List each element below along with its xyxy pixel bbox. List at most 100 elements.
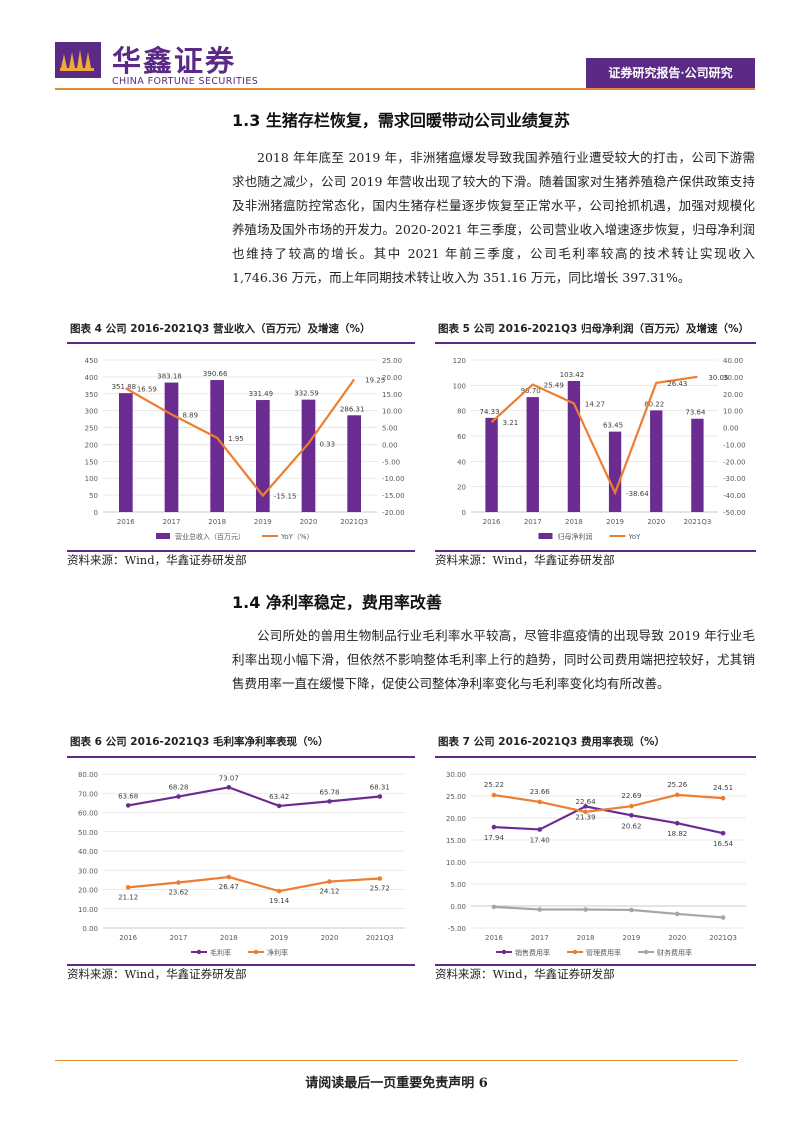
series-line bbox=[128, 875, 380, 893]
line-data-label: 68.31 bbox=[370, 784, 390, 792]
line-data-label: 17.94 bbox=[484, 834, 505, 842]
x-tick-label: 2020 bbox=[668, 934, 686, 942]
x-tick-label: 2019 bbox=[254, 518, 272, 526]
bar-data-label: 74.33 bbox=[480, 408, 500, 416]
series-line bbox=[125, 378, 356, 498]
bar bbox=[301, 399, 316, 512]
legend-label: 净利率 bbox=[267, 948, 288, 957]
y-tick-label: 40 bbox=[457, 458, 466, 466]
y2-tick-label: 20.00 bbox=[723, 391, 743, 399]
y-tick-label: 60.00 bbox=[78, 810, 98, 818]
line-data-label: 73.07 bbox=[219, 774, 239, 782]
y2-tick-label: -15.00 bbox=[382, 492, 405, 500]
y-tick-label: 10.00 bbox=[446, 859, 466, 867]
footer-divider bbox=[55, 1060, 738, 1061]
y-tick-label: 15.00 bbox=[446, 837, 466, 845]
x-tick-label: 2016 bbox=[119, 934, 137, 942]
x-tick-label: 2019 bbox=[270, 934, 288, 942]
y-tick-label: 50.00 bbox=[78, 829, 98, 837]
legend-label: 销售费用率 bbox=[515, 948, 550, 957]
legend-marker bbox=[253, 949, 259, 955]
line-data-label: 22.69 bbox=[621, 792, 641, 800]
y-tick-label: 5.00 bbox=[450, 881, 466, 889]
line-data-label: 3.21 bbox=[503, 419, 519, 427]
x-tick-label: 2018 bbox=[577, 934, 595, 942]
line-data-label: 25.49 bbox=[544, 382, 564, 390]
data-point bbox=[327, 799, 332, 804]
figure-7-rule bbox=[435, 756, 756, 758]
data-point bbox=[674, 820, 680, 826]
y-tick-label: 10.00 bbox=[78, 906, 98, 914]
y2-tick-label: -10.00 bbox=[723, 441, 746, 449]
data-point bbox=[583, 804, 588, 809]
line-data-label: 63.42 bbox=[269, 793, 289, 801]
legend-label: 毛利率 bbox=[210, 948, 231, 957]
line-data-label: 68.28 bbox=[168, 784, 188, 792]
bar-data-label: 286.31 bbox=[340, 405, 365, 413]
line-data-label: 25.26 bbox=[667, 781, 688, 789]
y-tick-label: 100 bbox=[453, 382, 466, 390]
data-point bbox=[629, 803, 634, 809]
bar bbox=[650, 410, 663, 512]
paragraph: 公司所处的兽用生物制品行业毛利率水平较高，尽管非瘟疫情的出现导致 2019 年行… bbox=[232, 628, 755, 691]
y2-tick-label: 25.00 bbox=[382, 357, 402, 365]
series-line bbox=[493, 905, 724, 919]
legend-marker bbox=[643, 949, 649, 955]
y-tick-label: 50 bbox=[89, 492, 98, 500]
logo-text-cn: 华鑫证券 bbox=[112, 44, 237, 78]
x-tick-label: 2021Q3 bbox=[366, 934, 394, 942]
x-tick-label: 2020 bbox=[647, 518, 665, 526]
figure-7-title: 图表 7 公司 2016-2021Q3 费用率表现（%） bbox=[438, 736, 665, 748]
x-tick-label: 2017 bbox=[163, 518, 181, 526]
legend-label: YoY（%） bbox=[280, 533, 314, 541]
header-divider bbox=[55, 88, 755, 90]
legend-swatch bbox=[538, 533, 553, 539]
bar bbox=[118, 393, 133, 512]
line-data-label: 8.89 bbox=[183, 411, 199, 419]
y-tick-label: 300 bbox=[85, 408, 98, 416]
line-data-label: 18.82 bbox=[667, 830, 687, 838]
bar-data-label: 332.59 bbox=[294, 390, 319, 398]
line-data-label: 17.40 bbox=[530, 836, 550, 844]
line-data-label: 23.62 bbox=[168, 889, 188, 897]
bar-data-label: 390.66 bbox=[203, 370, 228, 378]
data-point bbox=[537, 827, 543, 832]
line-data-label: 30.05 bbox=[708, 374, 728, 382]
x-tick-label: 2018 bbox=[565, 518, 583, 526]
legend-label: 管理费用率 bbox=[586, 948, 621, 957]
legend-label: 归母净利润 bbox=[558, 532, 593, 541]
figure-7-source: 资料来源：Wind，华鑫证券研发部 bbox=[435, 967, 615, 981]
data-point bbox=[491, 792, 497, 798]
y2-tick-label: -50.00 bbox=[723, 509, 746, 517]
y-tick-label: 0.00 bbox=[450, 903, 466, 911]
bar bbox=[485, 417, 498, 512]
paragraph: 2018 年年底至 2019 年，非洲猪瘟爆发导致我国养殖行业遭受较大的打击，公… bbox=[232, 150, 755, 285]
x-tick-label: 2021Q3 bbox=[340, 518, 368, 526]
bar-data-label: 351.88 bbox=[112, 383, 137, 391]
data-point bbox=[377, 876, 383, 881]
data-point bbox=[226, 785, 232, 790]
y-tick-label: 0 bbox=[94, 509, 98, 517]
data-point bbox=[276, 803, 282, 809]
figure-6-source: 资料来源：Wind，华鑫证券研发部 bbox=[67, 967, 247, 981]
y2-tick-label: 40.00 bbox=[723, 357, 743, 365]
bar-data-label: 90.70 bbox=[521, 387, 541, 395]
line-data-label: 14.27 bbox=[585, 400, 605, 408]
line-data-label: 24.12 bbox=[319, 888, 339, 896]
data-point bbox=[226, 874, 232, 880]
logo-text-en: CHINA FORTUNE SECURITIES bbox=[112, 76, 259, 87]
figure-5-rule-bottom bbox=[435, 550, 756, 552]
legend-label: 营业总收入（百万元） bbox=[175, 532, 245, 541]
figure-7-chart: -5.00 0.00 5.00 10.00 15.00 20.00 25.00 30.00 20… bbox=[446, 771, 746, 957]
data-point bbox=[629, 812, 634, 818]
figure-5-chart: 0 20 40 60 80 100 120 -50.00 -40.00 -30.00 -20.00 -… bbox=[453, 357, 746, 541]
line-data-label: 19.14 bbox=[269, 897, 290, 905]
y2-tick-label: -30.00 bbox=[723, 475, 746, 483]
data-point bbox=[537, 799, 543, 805]
line-data-label: 20.62 bbox=[621, 822, 641, 830]
y2-tick-label: 10.00 bbox=[382, 408, 402, 416]
y-tick-label: 80 bbox=[457, 408, 466, 416]
series-line bbox=[493, 805, 724, 835]
line-data-label: 26.43 bbox=[667, 380, 687, 388]
x-tick-label: 2016 bbox=[117, 518, 135, 526]
